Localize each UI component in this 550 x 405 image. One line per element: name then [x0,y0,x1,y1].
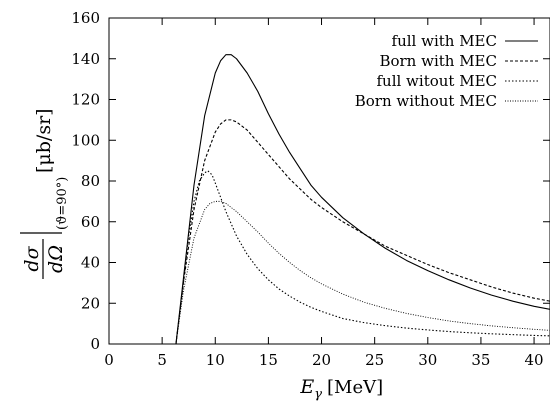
y-tick-label: 20 [81,294,100,312]
series-line-3 [175,170,550,345]
x-axis-symbol: E [299,376,314,398]
x-tick-label: 40 [525,351,544,369]
legend-label-3: full witout MEC [376,72,497,90]
series-lines [175,54,550,345]
x-tick-label: 5 [157,351,167,369]
series-line-1 [175,54,550,345]
tick-labels: 0 5 10 15 20 25 30 35 40 0 20 40 60 80 100 120 140 160 [71,9,543,369]
x-tick-label: 10 [206,351,225,369]
series-line-2 [175,119,550,345]
x-tick-label: 0 [104,351,114,369]
y-tick-label: 140 [71,50,100,68]
svg-text:Eγ: Eγ [299,376,322,402]
x-tick-label: 35 [471,351,490,369]
y-tick-label: 80 [81,172,100,190]
y-tick-label: 0 [90,335,100,353]
legend-label-2: Born with MEC [379,52,497,70]
y-axis-unit: [μb/sr] [33,108,55,173]
legend-label-1: full with MEC [392,32,497,50]
x-axis-unit: [MeV] [327,377,383,398]
y-tick-label: 160 [71,9,100,27]
x-tick-label: 20 [312,351,331,369]
y-axis-numerator: dσ [21,245,43,271]
y-axis-label: dσ dΩ (ϑ=90°) [μb/sr] [20,108,70,279]
y-tick-label: 120 [71,91,100,109]
x-axis-subscript: γ [314,387,322,402]
y-axis-denominator: dΩ [45,245,67,273]
y-tick-label: 60 [81,213,100,231]
y-axis-subscript: (ϑ=90°) [55,177,70,230]
x-tick-label: 30 [418,351,437,369]
x-axis-label: Eγ [MeV] [299,376,383,402]
legend-label-4: Born without MEC [355,92,497,110]
y-tick-label: 100 [71,131,100,149]
x-tick-label: 15 [259,351,278,369]
x-tick-label: 25 [365,351,384,369]
legend: full with MEC Born with MEC full witout ME… [355,32,538,110]
axis-ticks [109,18,550,344]
y-tick-label: 40 [81,254,100,272]
